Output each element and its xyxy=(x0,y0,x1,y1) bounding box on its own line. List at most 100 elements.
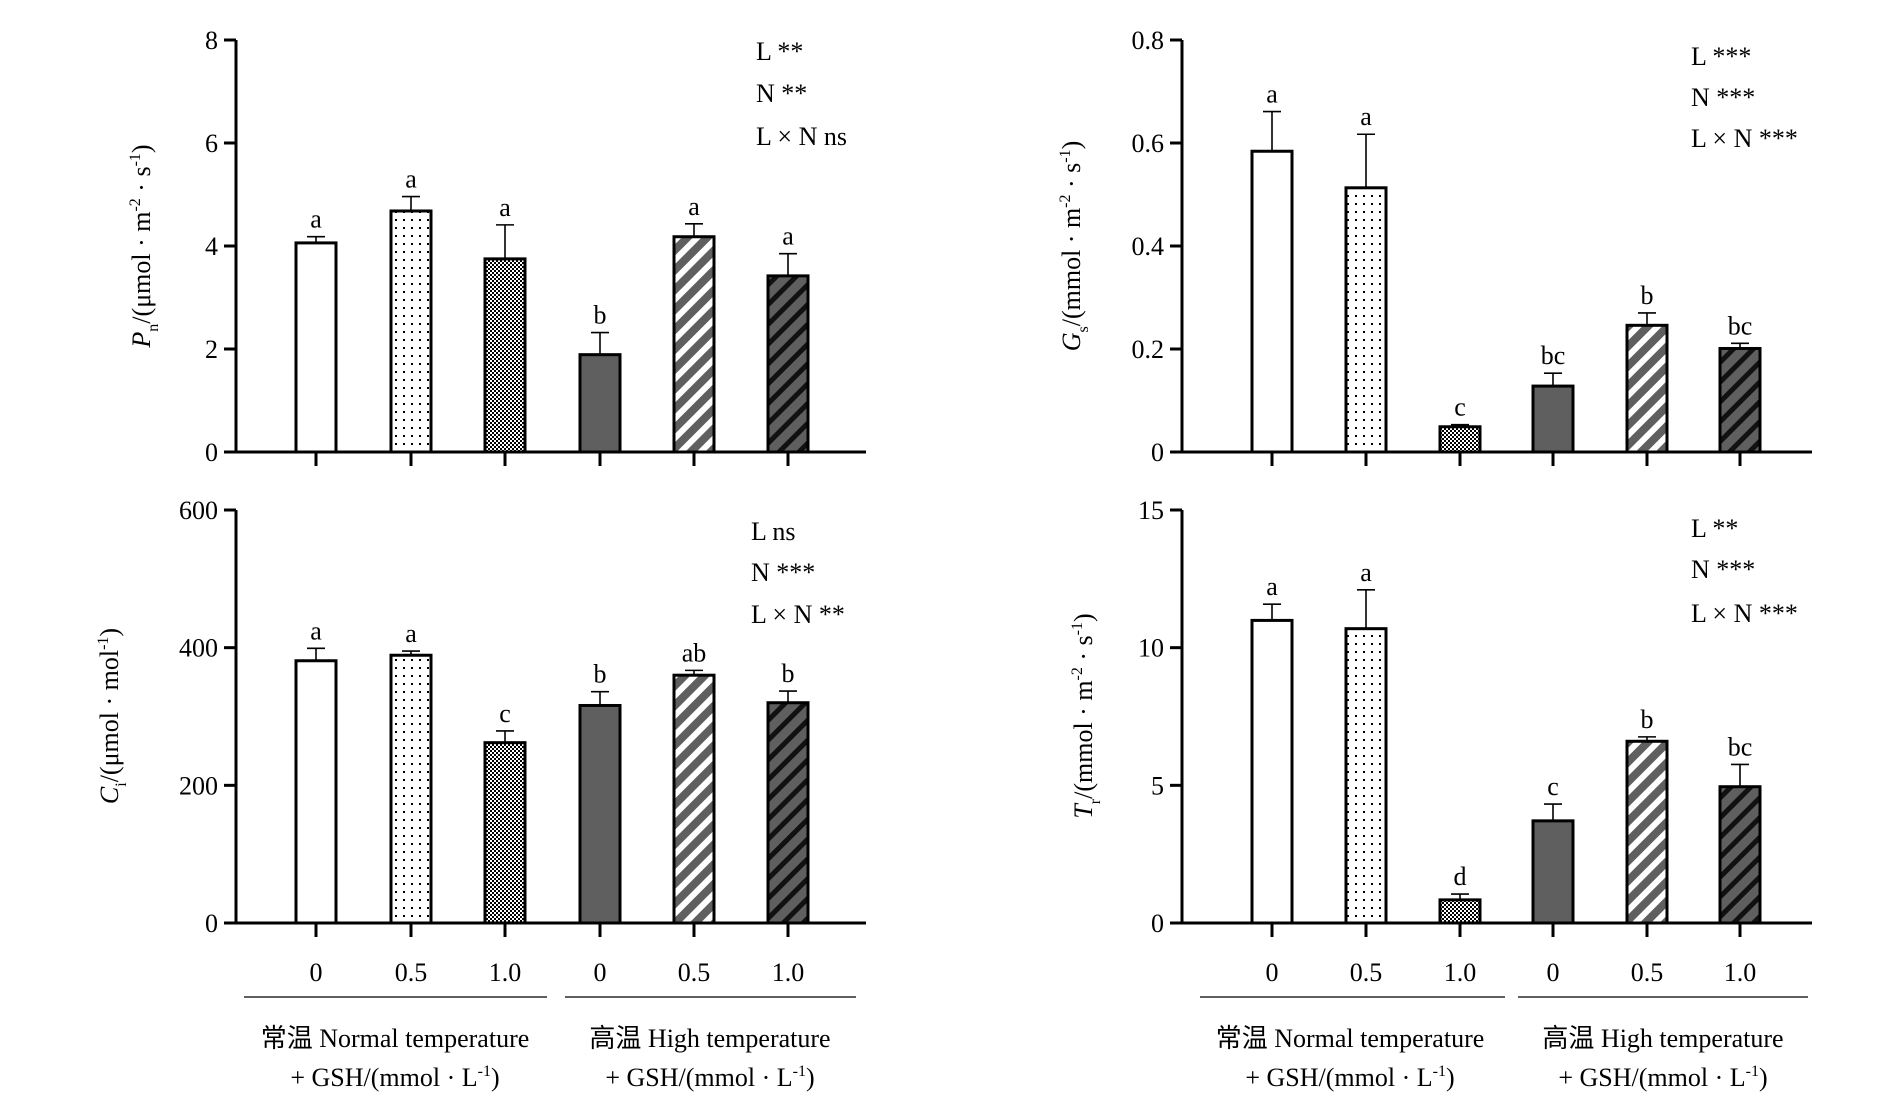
bar xyxy=(294,659,338,925)
stat-annotation: N *** xyxy=(1691,555,1755,584)
bar xyxy=(1625,323,1669,454)
y-tick-label: 400 xyxy=(179,634,218,663)
x-tick-label: 0.5 xyxy=(678,958,711,987)
significance-letter: a xyxy=(405,619,417,648)
bar xyxy=(483,741,527,925)
group-label-normal-unit: + GSH/(mmol · L-1) xyxy=(1245,1063,1454,1092)
y-axis-label-part: · s xyxy=(127,166,156,198)
stat-annotation: L ns xyxy=(751,517,796,546)
panel-tr: 0 5 10 15 a a d c b bc L ** N *** L × N *** Tr/(mmol … xyxy=(1069,496,1812,938)
y-tick-label: 0 xyxy=(1151,438,1164,467)
significance-letter: a xyxy=(405,165,417,194)
significance-letter: a xyxy=(499,193,511,222)
group-label-normal-unit: + GSH/(mmol · L-1) xyxy=(290,1063,499,1092)
group-label-high-unit: + GSH/(mmol · L-1) xyxy=(605,1063,814,1092)
significance-letter: bc xyxy=(1728,732,1753,761)
bar xyxy=(672,673,716,925)
group-label-high-unit: + GSH/(mmol · L-1) xyxy=(1558,1063,1767,1092)
x-tick-label: 0 xyxy=(310,958,323,987)
y-axis-label-part: /(μmol · m xyxy=(127,212,156,324)
bar xyxy=(1438,898,1482,925)
significance-letter: b xyxy=(1641,281,1654,310)
y-axis-label: Gs/(mmol · m-2 · s-1) xyxy=(1057,141,1092,352)
y-tick-label: 0 xyxy=(205,909,218,938)
y-tick-label: 5 xyxy=(1151,771,1164,800)
bar xyxy=(483,257,527,454)
x-labels-left: 0 0.5 1.0 0 0.5 1.0 常温 Normal temperatur… xyxy=(244,958,856,1092)
panel-gs: 0 0.2 0.4 0.6 0.8 a a c bc b bc L *** N *** L × N ***… xyxy=(1057,26,1812,467)
group-label-high: 高温 High temperature xyxy=(589,1024,830,1053)
bar xyxy=(1718,785,1762,925)
stat-annotation: L *** xyxy=(1691,42,1751,71)
x-tick-label: 1.0 xyxy=(772,958,805,987)
y-axis-label-part: G xyxy=(1057,332,1086,351)
x-tick-label: 1.0 xyxy=(1724,958,1757,987)
significance-letter: a xyxy=(1266,80,1278,109)
stat-annotation: L × N ** xyxy=(751,600,845,629)
bar xyxy=(578,703,622,925)
bar xyxy=(1250,618,1294,925)
bar xyxy=(672,235,716,454)
x-tick-label: 0.5 xyxy=(1350,958,1383,987)
significance-letter: a xyxy=(782,222,794,251)
y-tick-label: 0 xyxy=(1151,909,1164,938)
significance-letter: bc xyxy=(1728,311,1753,340)
y-tick-label: 6 xyxy=(205,129,218,158)
y-axis-label-part: P xyxy=(127,332,156,349)
significance-letter: b xyxy=(594,301,607,330)
significance-letter: b xyxy=(1641,705,1654,734)
y-axis-label-part: ) xyxy=(127,144,156,153)
bar xyxy=(389,209,433,454)
stat-annotation: L × N ns xyxy=(756,122,847,151)
bar xyxy=(578,353,622,454)
stat-annotation: L ** xyxy=(1691,514,1738,543)
bar xyxy=(389,653,433,925)
significance-letter: a xyxy=(310,616,322,645)
x-tick-label: 1.0 xyxy=(489,958,522,987)
y-axis-label-part: C xyxy=(95,786,124,804)
group-label-normal: 常温 Normal temperature xyxy=(261,1024,530,1053)
bar xyxy=(1625,739,1669,925)
y-axis-label-part: -2 xyxy=(1057,195,1074,208)
stat-annotation: N ** xyxy=(756,79,807,108)
y-tick-label: 4 xyxy=(205,232,218,261)
y-axis-label-part: -2 xyxy=(1069,667,1086,680)
bar xyxy=(1531,819,1575,925)
y-axis-label-part: · s xyxy=(1069,635,1098,667)
y-axis-label-part: · s xyxy=(1057,163,1086,195)
x-tick-label: 0 xyxy=(1547,958,1560,987)
x-tick-label: 1.0 xyxy=(1444,958,1477,987)
x-tick-label: 0 xyxy=(594,958,607,987)
significance-letter: a xyxy=(1360,558,1372,587)
y-tick-label: 0.2 xyxy=(1132,335,1165,364)
significance-letter: b xyxy=(782,659,795,688)
stat-annotation: L ** xyxy=(756,37,803,66)
bar xyxy=(294,241,338,454)
y-axis-label: Tr/(mmol · m-2 · s-1) xyxy=(1069,613,1104,818)
bar xyxy=(1718,346,1762,454)
y-tick-label: 0.6 xyxy=(1132,129,1165,158)
group-label-normal: 常温 Normal temperature xyxy=(1216,1024,1485,1053)
significance-letter: c xyxy=(1547,772,1559,801)
bar xyxy=(1438,425,1482,454)
stat-annotation: N *** xyxy=(1691,83,1755,112)
y-axis-label-part: -1 xyxy=(127,153,144,166)
bar xyxy=(766,701,810,925)
y-axis-label-part: /(μmol · mol xyxy=(95,650,124,782)
y-axis-label-part: -1 xyxy=(1069,622,1086,635)
y-tick-label: 600 xyxy=(179,496,218,525)
bar xyxy=(766,274,810,454)
y-axis-label-part: -1 xyxy=(95,637,112,650)
y-axis-label-part: ) xyxy=(1069,613,1098,622)
y-axis-label: Ci/(μmol · mol-1) xyxy=(95,628,130,804)
x-tick-label: 0.5 xyxy=(1631,958,1664,987)
significance-letter: a xyxy=(310,205,322,234)
bar xyxy=(1344,627,1388,925)
y-axis-label-part: /(mmol · m xyxy=(1057,208,1086,326)
y-axis-label-part: /(mmol · m xyxy=(1069,680,1098,798)
significance-letter: c xyxy=(1454,393,1466,422)
y-axis-label-part: r xyxy=(1087,798,1104,804)
significance-letter: ab xyxy=(682,638,707,667)
